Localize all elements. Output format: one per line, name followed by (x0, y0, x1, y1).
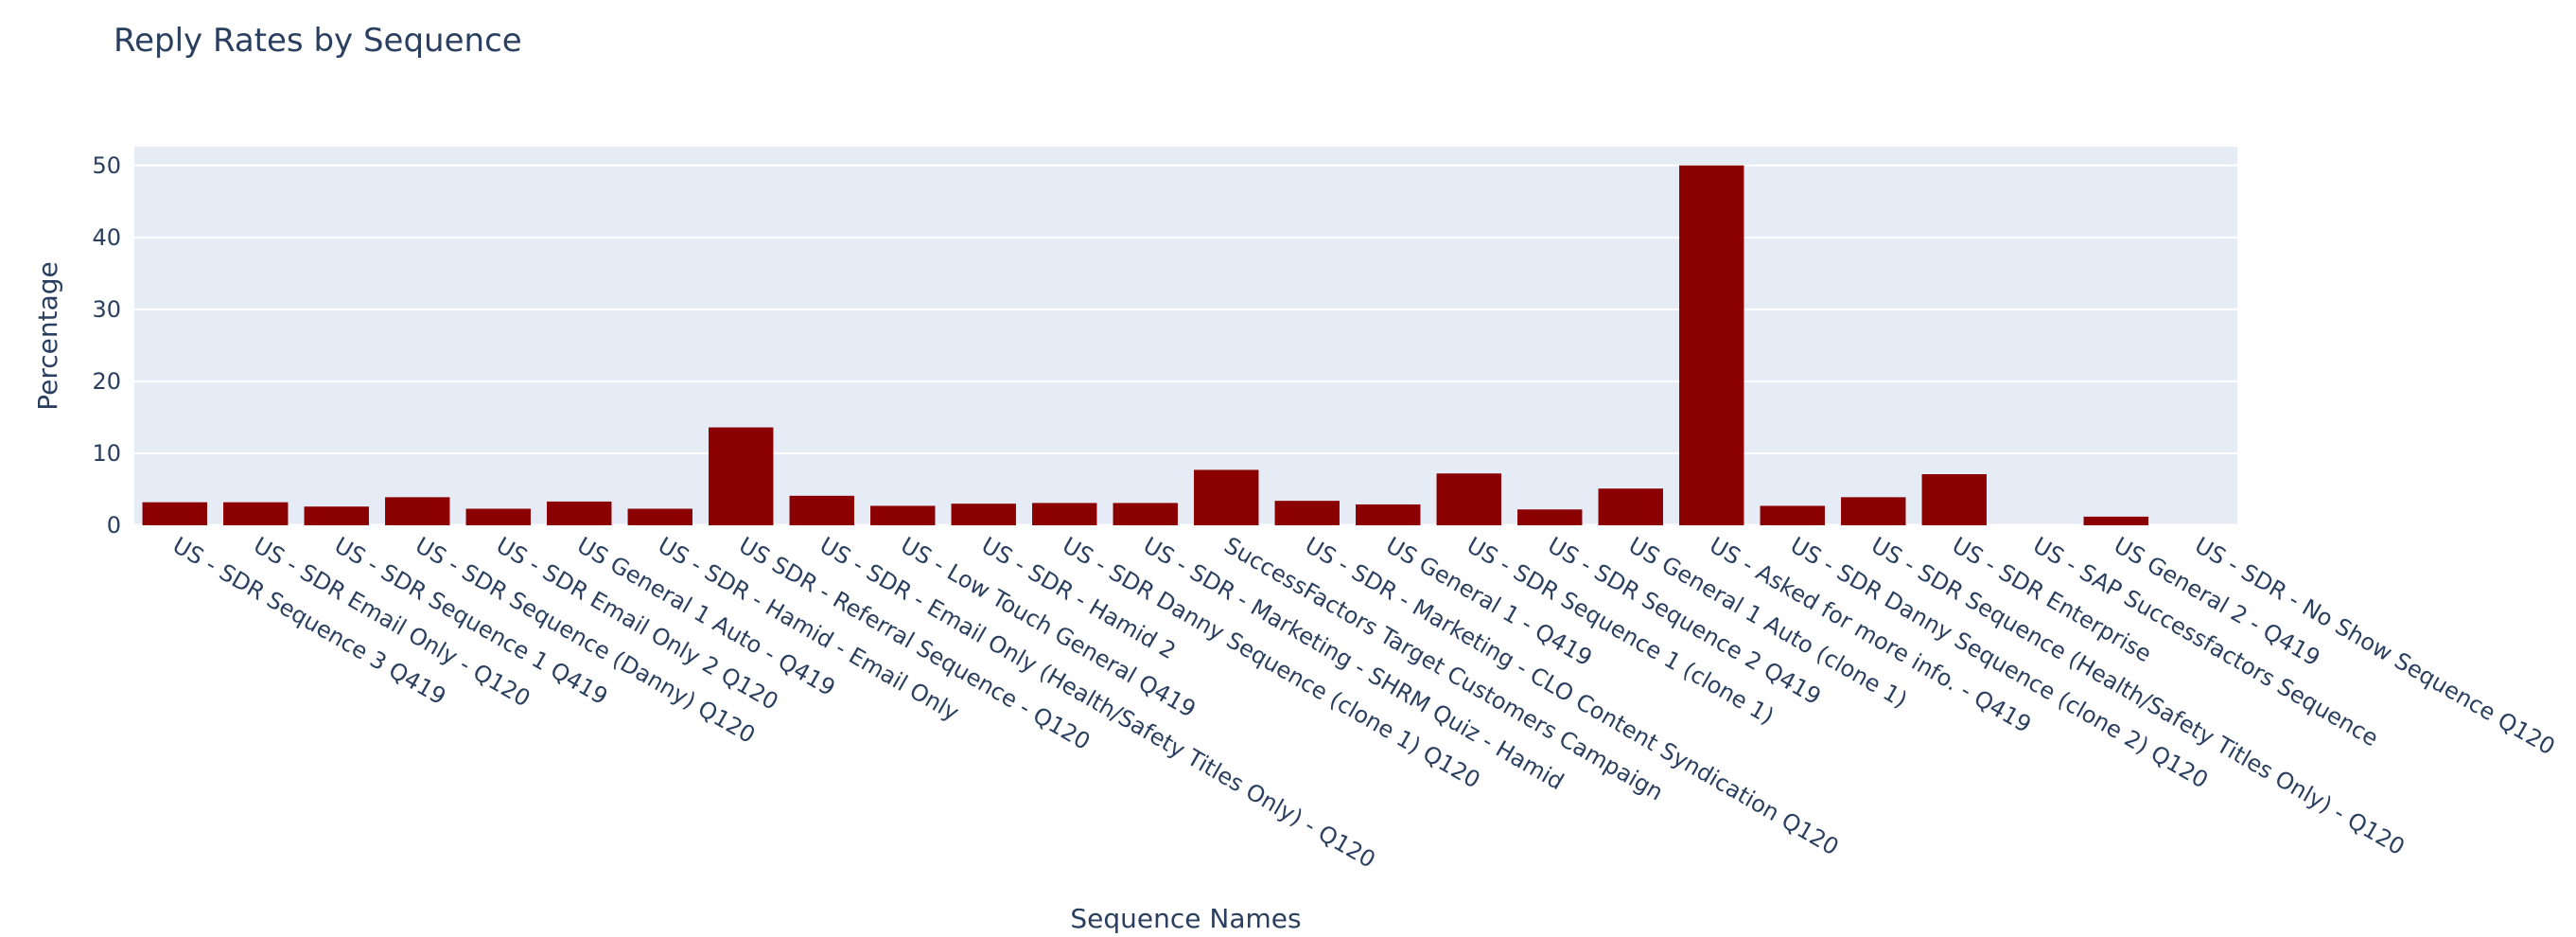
bar[interactable] (142, 502, 207, 525)
bar[interactable] (1356, 504, 1421, 525)
y-tick-label: 20 (92, 368, 121, 395)
y-tick-label: 50 (92, 152, 121, 179)
bar[interactable] (1598, 488, 1663, 525)
y-axis-ticks: 0 10 20 30 40 50 (92, 152, 121, 539)
bar[interactable] (1274, 501, 1340, 525)
bar[interactable] (385, 497, 450, 525)
bar[interactable] (1679, 165, 1744, 526)
bar[interactable] (2083, 516, 2148, 525)
bar[interactable] (1436, 473, 1501, 525)
y-tick-label: 40 (92, 224, 121, 251)
y-tick-label: 10 (92, 440, 121, 467)
plot-area (134, 147, 2237, 525)
x-axis-title: Sequence Names (1070, 903, 1301, 934)
y-axis-title: Percentage (32, 261, 63, 411)
bar[interactable] (709, 427, 774, 525)
bar[interactable] (870, 505, 936, 525)
bars (142, 165, 2148, 526)
bar[interactable] (627, 508, 692, 525)
chart-title: Reply Rates by Sequence (114, 22, 522, 60)
bar[interactable] (1760, 505, 1825, 525)
bar[interactable] (789, 495, 854, 525)
bar[interactable] (1841, 497, 1906, 525)
bar[interactable] (1113, 503, 1178, 525)
bar[interactable] (1921, 474, 1987, 525)
bar[interactable] (465, 508, 531, 525)
bar[interactable] (223, 502, 289, 525)
bar[interactable] (1032, 503, 1097, 525)
bar[interactable] (1194, 469, 1259, 525)
y-tick-label: 30 (92, 296, 121, 323)
bar[interactable] (304, 506, 369, 525)
bar[interactable] (1517, 509, 1583, 525)
bar[interactable] (951, 504, 1016, 525)
bar[interactable] (547, 501, 612, 525)
y-tick-label: 0 (107, 512, 121, 539)
